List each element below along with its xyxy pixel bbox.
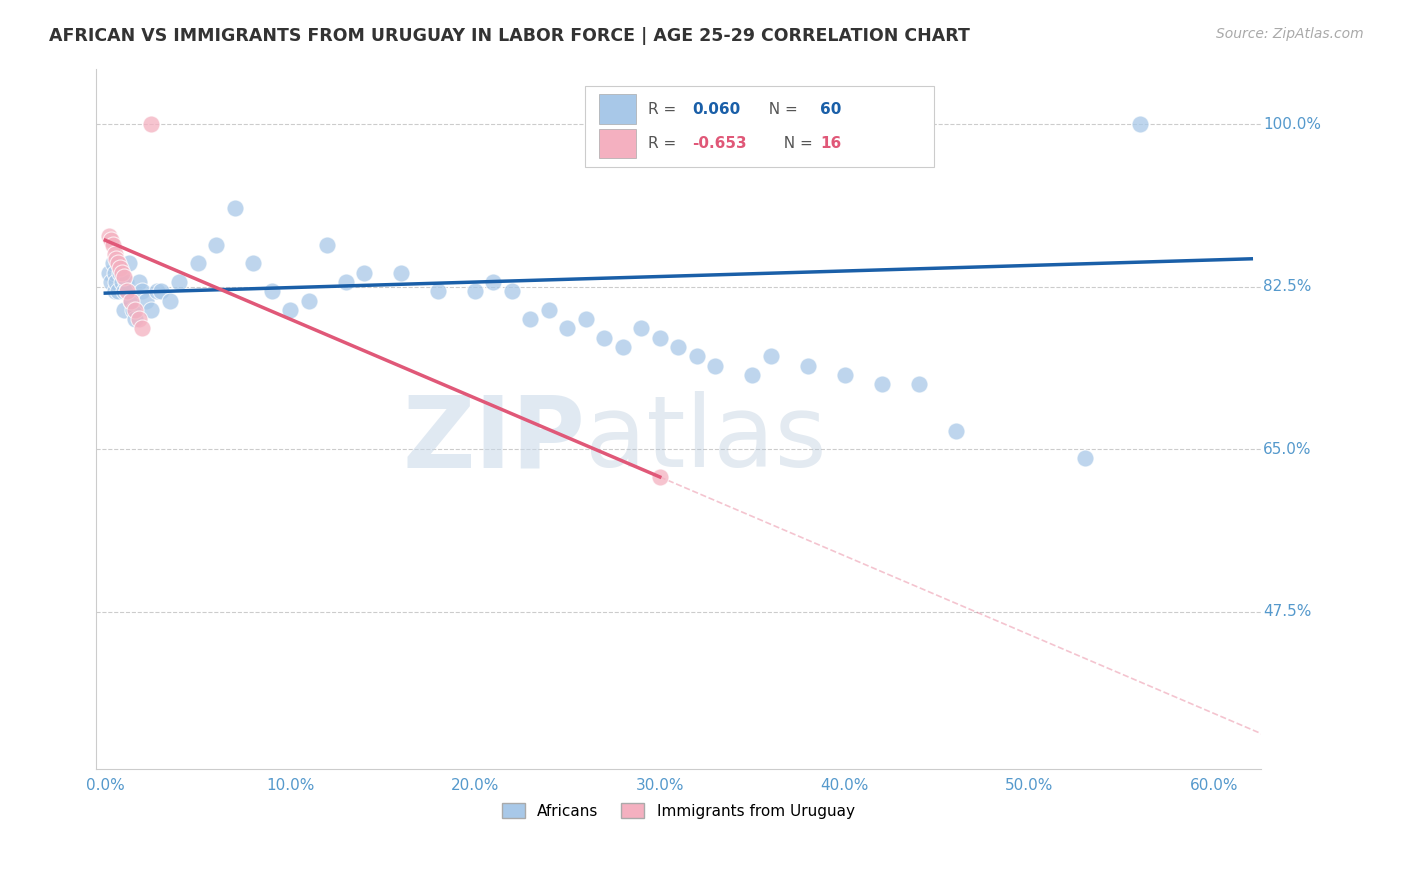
Point	[111, 275, 134, 289]
Point	[135, 293, 157, 308]
Point	[112, 302, 135, 317]
Text: 0.060: 0.060	[692, 102, 741, 117]
Point	[575, 312, 598, 326]
Point	[501, 285, 523, 299]
Point	[101, 256, 124, 270]
Point	[335, 275, 357, 289]
FancyBboxPatch shape	[599, 128, 637, 158]
Point	[907, 377, 929, 392]
Point	[105, 275, 128, 289]
Point	[107, 285, 129, 299]
Point	[648, 470, 671, 484]
Point	[482, 275, 505, 289]
Text: 100.0%: 100.0%	[1263, 117, 1320, 132]
Text: N =: N =	[759, 102, 803, 117]
Point	[124, 302, 146, 317]
Point	[103, 285, 125, 299]
Point	[120, 293, 142, 308]
Point	[141, 302, 163, 317]
Point	[167, 275, 190, 289]
Point	[108, 266, 131, 280]
Point	[224, 201, 246, 215]
Point	[105, 252, 128, 266]
Point	[159, 293, 181, 308]
Point	[1074, 451, 1097, 466]
Point	[648, 331, 671, 345]
Point	[519, 312, 541, 326]
Text: 82.5%: 82.5%	[1263, 279, 1312, 294]
Point	[704, 359, 727, 373]
Text: ZIP: ZIP	[402, 392, 585, 489]
Point	[630, 321, 652, 335]
Point	[112, 270, 135, 285]
Point	[131, 321, 153, 335]
Point	[122, 302, 145, 317]
Text: Source: ZipAtlas.com: Source: ZipAtlas.com	[1216, 27, 1364, 41]
Point	[111, 266, 134, 280]
Point	[759, 349, 782, 363]
Point	[593, 331, 616, 345]
Point	[149, 285, 172, 299]
Point	[108, 261, 131, 276]
Point	[117, 285, 139, 299]
Point	[1129, 117, 1152, 131]
Point	[98, 266, 121, 280]
Point	[260, 285, 283, 299]
Text: 47.5%: 47.5%	[1263, 604, 1312, 619]
Point	[870, 377, 893, 392]
Point	[107, 256, 129, 270]
Point	[98, 228, 121, 243]
Text: -0.653: -0.653	[692, 136, 747, 151]
Point	[741, 368, 763, 382]
Point	[557, 321, 579, 335]
Point	[101, 238, 124, 252]
Point	[103, 266, 125, 280]
Text: N =: N =	[773, 136, 817, 151]
Legend: Africans, Immigrants from Uruguay: Africans, Immigrants from Uruguay	[496, 797, 860, 825]
Text: 65.0%: 65.0%	[1263, 442, 1312, 457]
Point	[686, 349, 709, 363]
Text: R =: R =	[648, 136, 681, 151]
Point	[796, 359, 818, 373]
FancyBboxPatch shape	[585, 86, 935, 167]
FancyBboxPatch shape	[599, 95, 637, 124]
Point	[146, 285, 169, 299]
Point	[114, 275, 136, 289]
Point	[128, 275, 150, 289]
Point	[427, 285, 450, 299]
Point	[242, 256, 264, 270]
Point	[353, 266, 375, 280]
Text: 16: 16	[820, 136, 842, 151]
Point	[117, 285, 139, 299]
Point	[124, 312, 146, 326]
Point	[316, 238, 339, 252]
Point	[187, 256, 209, 270]
Text: R =: R =	[648, 102, 681, 117]
Point	[297, 293, 319, 308]
Point	[131, 285, 153, 299]
Point	[103, 247, 125, 261]
Text: 60: 60	[820, 102, 842, 117]
Point	[118, 256, 141, 270]
Point	[945, 424, 967, 438]
Point	[141, 117, 163, 131]
Point	[389, 266, 412, 280]
Point	[205, 238, 228, 252]
Point	[537, 302, 560, 317]
Point	[612, 340, 634, 354]
Point	[464, 285, 486, 299]
Point	[666, 340, 689, 354]
Point	[128, 312, 150, 326]
Point	[100, 275, 122, 289]
Point	[100, 233, 122, 247]
Text: atlas: atlas	[585, 392, 827, 489]
Point	[278, 302, 301, 317]
Point	[834, 368, 856, 382]
Point	[112, 285, 135, 299]
Text: AFRICAN VS IMMIGRANTS FROM URUGUAY IN LABOR FORCE | AGE 25-29 CORRELATION CHART: AFRICAN VS IMMIGRANTS FROM URUGUAY IN LA…	[49, 27, 970, 45]
Point	[120, 293, 142, 308]
